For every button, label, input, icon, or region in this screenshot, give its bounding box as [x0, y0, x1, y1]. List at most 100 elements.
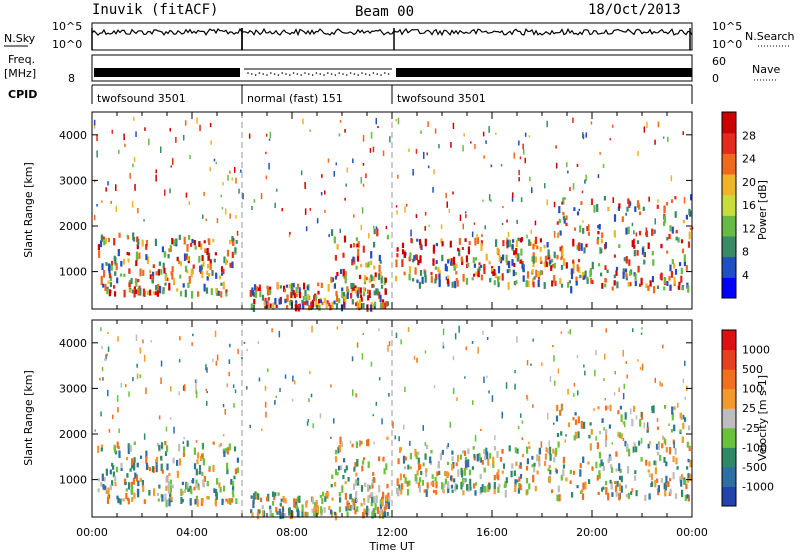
data-cell	[613, 280, 616, 286]
data-cell	[330, 276, 333, 283]
data-cell	[127, 258, 130, 263]
data-cell	[633, 245, 636, 249]
data-cell	[206, 401, 208, 406]
data-cell	[532, 252, 535, 259]
data-cell	[129, 468, 132, 472]
data-cell	[290, 283, 293, 291]
data-cell	[517, 425, 520, 430]
data-cell	[597, 225, 600, 229]
data-cell	[557, 485, 560, 493]
data-cell	[362, 287, 366, 293]
data-cell	[129, 173, 131, 179]
noise-left-tick-high: 10^5	[52, 20, 82, 33]
data-cell	[139, 288, 142, 296]
data-cell	[396, 247, 399, 252]
data-cell	[669, 284, 672, 291]
colorbar-swatch	[722, 132, 736, 154]
data-cell	[407, 327, 410, 332]
data-cell	[356, 290, 359, 297]
data-cell	[295, 300, 298, 304]
data-cell	[150, 340, 152, 343]
data-cell	[266, 287, 270, 296]
data-cell	[558, 218, 561, 224]
data-cell	[367, 461, 370, 469]
data-cell	[215, 360, 218, 366]
data-cell	[456, 280, 459, 287]
data-cell	[373, 228, 376, 235]
data-cell	[540, 441, 543, 448]
data-cell	[626, 374, 628, 379]
data-cell	[213, 488, 216, 493]
data-cell	[149, 289, 152, 296]
data-cell	[568, 280, 571, 284]
data-cell	[339, 497, 342, 503]
data-cell	[404, 206, 406, 213]
data-cell	[229, 170, 231, 174]
data-cell	[385, 301, 388, 307]
data-cell	[158, 484, 161, 489]
data-cell	[297, 304, 300, 310]
data-cell	[114, 475, 117, 482]
data-cell	[605, 434, 607, 441]
data-cell	[454, 280, 457, 289]
data-cell	[536, 454, 539, 462]
data-cell	[225, 258, 228, 265]
data-cell	[369, 148, 372, 153]
data-cell	[419, 270, 423, 276]
data-cell	[596, 236, 600, 241]
data-cell	[169, 127, 171, 132]
data-cell	[294, 303, 297, 312]
data-cell	[681, 474, 684, 480]
data-cell	[654, 377, 656, 383]
data-cell	[560, 431, 563, 436]
data-cell	[513, 281, 516, 286]
data-cell	[162, 262, 165, 269]
data-cell	[423, 489, 426, 493]
data-cell	[217, 290, 220, 296]
data-cell	[485, 140, 487, 144]
data-cell	[109, 275, 112, 282]
data-cell	[249, 424, 251, 429]
data-cell	[434, 128, 437, 134]
data-cell	[334, 255, 337, 261]
data-cell	[546, 242, 549, 248]
data-cell	[394, 435, 396, 440]
data-cell	[230, 479, 233, 485]
data-cell	[474, 237, 477, 246]
data-cell	[201, 255, 204, 262]
data-cell	[298, 287, 301, 296]
data-cell	[261, 510, 264, 516]
data-cell	[674, 269, 678, 275]
data-cell	[622, 271, 625, 279]
data-cell	[556, 254, 559, 260]
data-cell	[565, 262, 568, 269]
power-panel-frame	[91, 111, 693, 310]
data-cell	[226, 383, 229, 388]
nave-dot	[380, 74, 382, 76]
data-cell	[210, 288, 213, 296]
data-cell	[533, 465, 536, 473]
data-cell	[145, 450, 148, 459]
data-cell	[604, 353, 606, 360]
data-cell	[415, 148, 418, 154]
time-tick-label: 08:00	[276, 526, 308, 539]
data-cell	[379, 504, 382, 512]
data-cell	[392, 421, 394, 429]
data-cell	[511, 463, 514, 469]
data-cell	[257, 341, 260, 344]
data-cell	[619, 469, 622, 473]
data-cell	[138, 285, 141, 290]
data-cell	[325, 303, 328, 309]
data-cell	[355, 265, 358, 270]
time-tick-label: 04:00	[176, 526, 208, 539]
data-cell	[593, 408, 595, 412]
data-cell	[105, 468, 108, 476]
data-cell	[495, 132, 497, 135]
data-cell	[664, 405, 667, 409]
data-cell	[194, 498, 197, 505]
data-cell	[171, 484, 174, 489]
data-cell	[674, 211, 677, 218]
data-cell	[623, 421, 626, 428]
data-cell	[372, 472, 375, 476]
